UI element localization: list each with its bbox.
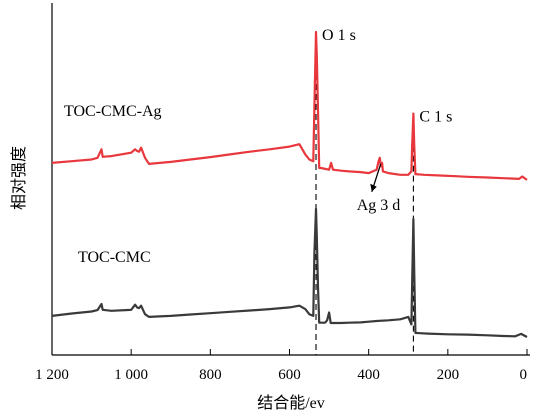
- x-tick-label: 600: [278, 367, 301, 383]
- x-tick-label: 400: [357, 367, 380, 383]
- series-line-toc-cmc-ag: [51, 30, 528, 181]
- series-layer: [51, 30, 528, 338]
- annotation-arrow-head: [370, 183, 377, 192]
- peak-label-ag3d: Ag 3 d: [357, 197, 401, 214]
- x-tick-label: 0: [520, 367, 528, 383]
- x-axis-title: 结合能/ev: [257, 394, 325, 412]
- x-tick-label: 800: [199, 367, 222, 383]
- annotations: O 1 s C 1 s Ag 3 d: [322, 27, 452, 214]
- x-tick-label: 200: [437, 367, 460, 383]
- x-tick-label: 1 000: [114, 367, 148, 383]
- y-axis-title: 相对强度: [9, 146, 28, 210]
- series-line-toc-cmc: [51, 207, 528, 338]
- x-ticks: 1 200 1 000 800 600 400 200 0: [35, 349, 528, 383]
- series-label-toc-cmc: TOC-CMC: [78, 249, 151, 266]
- series-label-toc-cmc-ag: TOC-CMC-Ag: [64, 103, 162, 120]
- x-tick-label: 1 200: [35, 367, 69, 383]
- plot-frame: [51, 3, 530, 356]
- peak-label-0: O 1 s: [322, 27, 356, 44]
- peak-label-1: C 1 s: [419, 109, 452, 126]
